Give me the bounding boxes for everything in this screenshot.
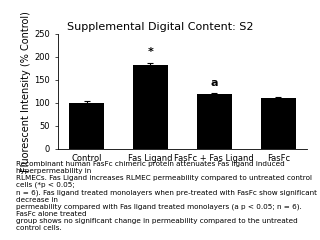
Text: a: a xyxy=(211,78,218,88)
Text: Supplemental Digital Content: S2: Supplemental Digital Content: S2 xyxy=(67,22,253,32)
Text: *: * xyxy=(148,47,153,57)
Bar xyxy=(69,103,104,149)
Text: Recombinant human FasFc chimeric protein attenuates Fas ligand induced hyperperm: Recombinant human FasFc chimeric protein… xyxy=(16,161,317,231)
Y-axis label: Fluorescent Intensity (% Control): Fluorescent Intensity (% Control) xyxy=(21,11,31,172)
Bar xyxy=(261,98,296,149)
Bar xyxy=(133,65,168,149)
Bar xyxy=(197,94,232,149)
